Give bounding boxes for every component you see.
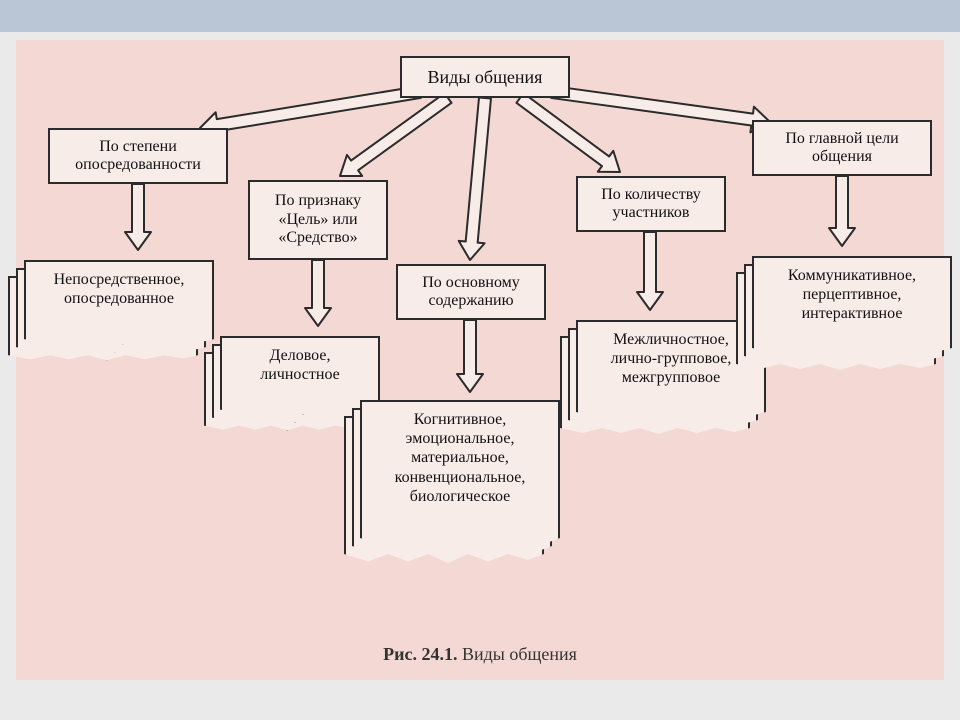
category-b1: По степени опосредованности [48, 128, 228, 184]
category-b5: По главной цели общения [752, 120, 932, 176]
figure-caption: Рис. 24.1. Виды общения [0, 644, 960, 665]
caption-prefix: Рис. 24.1. [383, 644, 457, 664]
slide-topbar [0, 0, 960, 32]
leaf-b3-label: Когнитивное, эмоциональное, материальное… [360, 400, 560, 550]
category-b3: По основному содержанию [396, 264, 546, 320]
leaf-b5-label: Коммуникативное, перцептивное, интеракти… [752, 256, 952, 356]
leaf-b5: Коммуникативное, перцептивное, интеракти… [736, 256, 952, 372]
leaf-b3: Когнитивное, эмоциональное, материальное… [344, 400, 560, 566]
caption-text: Виды общения [462, 644, 577, 664]
category-b4: По количеству участников [576, 176, 726, 232]
leaf-b1: Непосредственное, опосредованное [8, 260, 214, 362]
category-b2: По признаку «Цель» или «Средство» [248, 180, 388, 260]
root-node: Виды общения [400, 56, 570, 98]
diagram-canvas: Виды общения По степени опосредованности Н… [0, 0, 960, 720]
leaf-b1-label: Непосредственное, опосредованное [24, 260, 214, 346]
